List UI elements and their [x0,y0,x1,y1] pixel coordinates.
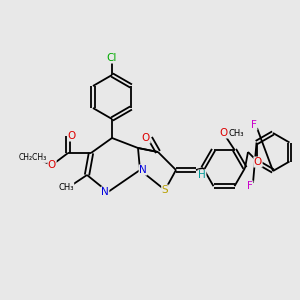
Text: F: F [247,181,253,191]
Text: CH₃: CH₃ [58,182,74,191]
Text: O: O [254,157,262,167]
Text: N: N [101,187,109,197]
Text: F: F [251,120,257,130]
Text: CH₂CH₃: CH₂CH₃ [19,154,47,163]
Text: O: O [220,128,228,138]
Text: O: O [68,131,76,141]
Text: N: N [139,165,147,175]
Text: Cl: Cl [107,53,117,63]
Text: H: H [198,170,206,180]
Text: S: S [162,185,168,195]
Text: CH₃: CH₃ [228,128,244,137]
Text: O: O [48,160,56,170]
Text: O: O [142,133,150,143]
